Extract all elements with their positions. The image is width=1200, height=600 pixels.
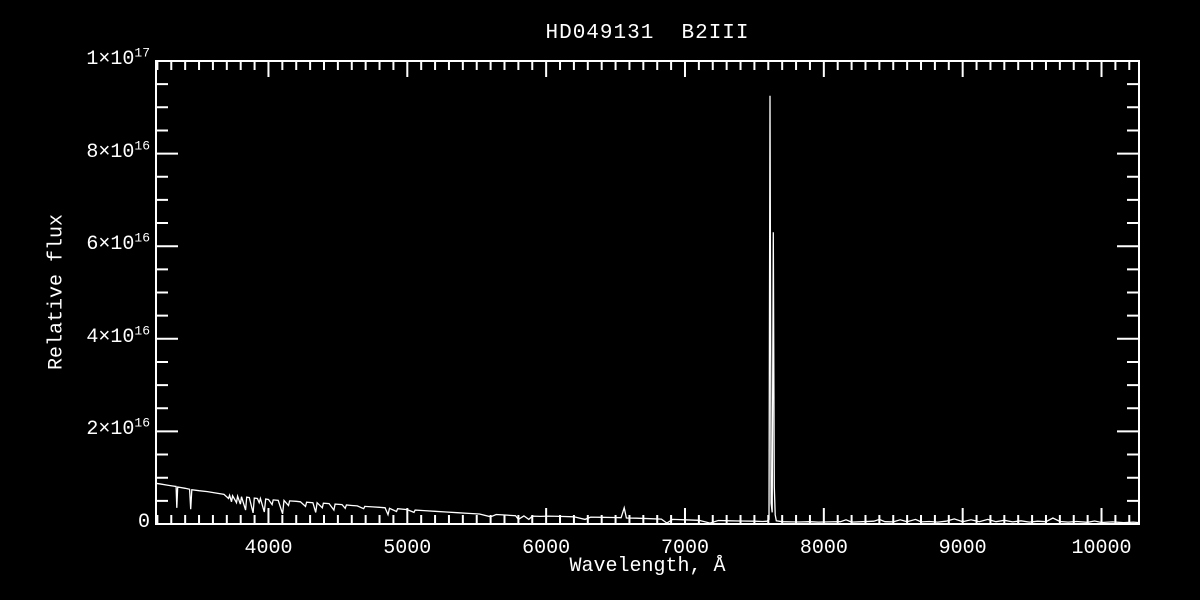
x-tick-label: 6000 (522, 537, 571, 560)
y-tick-label: 0 (137, 511, 150, 534)
axis-ticks (156, 60, 1139, 525)
x-axis-title: Wavelength, Å (569, 555, 726, 578)
x-tick-label: 8000 (799, 537, 848, 560)
y-tick-label: 2×1016 (86, 415, 150, 442)
y-tick-label: 4×1016 (86, 323, 150, 349)
y-axis-title-text: Relative flux (45, 213, 69, 371)
x-tick-label: 10000 (1071, 537, 1132, 560)
x-tick-label: 7000 (660, 537, 709, 560)
y-tick-label: 1×1017 (86, 45, 150, 71)
spectrum-line (155, 95, 1140, 524)
y-tick-label: 6×1016 (86, 230, 150, 257)
x-tick-label: 4000 (244, 537, 293, 560)
x-tick-label: 5000 (383, 537, 432, 560)
y-tick-label: 8×1016 (86, 137, 150, 164)
chart-title: HD049131 B2III (545, 22, 750, 45)
plot-frame (155, 60, 1140, 525)
x-tick-label: 9000 (938, 537, 987, 560)
